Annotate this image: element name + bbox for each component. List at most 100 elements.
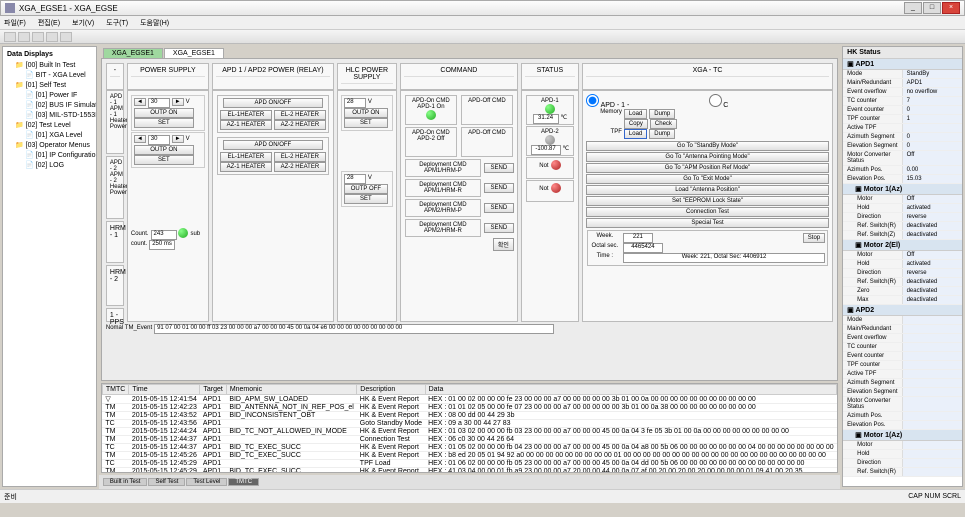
apd-onoff-button-2[interactable]: APD ON/OFF xyxy=(223,140,323,150)
prop-row[interactable]: Ref. Switch(Z)deactivated xyxy=(843,231,962,240)
prop-row[interactable]: Direction xyxy=(843,459,962,468)
btab-testlevel[interactable]: Test Level xyxy=(186,478,227,486)
stop-button[interactable]: Stop xyxy=(803,233,825,243)
tree-item[interactable]: BIT - XGA Level xyxy=(25,70,94,80)
dec-button[interactable]: ◄ xyxy=(134,98,146,106)
set-button[interactable]: SET xyxy=(134,118,194,128)
prop-row[interactable]: Active TPF xyxy=(843,124,962,133)
tpf-load-button[interactable]: Load xyxy=(624,129,647,139)
prop-row[interactable]: Elevation Pos. xyxy=(843,421,962,430)
tree-item[interactable]: [02] LOG xyxy=(25,160,94,170)
copy-button[interactable]: Copy xyxy=(624,119,648,129)
hlc-volt[interactable]: 28 xyxy=(344,98,366,108)
tab-egse-2[interactable]: XGA_EGSE1 xyxy=(164,48,224,58)
prop-row[interactable]: Elevation Segment0 xyxy=(843,142,962,151)
btab-bit[interactable]: Built in Test xyxy=(103,478,148,486)
apd1-radio[interactable] xyxy=(586,94,599,107)
log-table-panel[interactable]: TMTCTimeTargetMnemonicDescriptionData ▽2… xyxy=(101,383,838,473)
prop-row[interactable]: MotorOff xyxy=(843,251,962,260)
toolbar-button[interactable] xyxy=(18,32,30,42)
btab-tmtc[interactable]: TMTC xyxy=(228,478,259,486)
volt-input[interactable]: 30 xyxy=(148,98,170,108)
el1-button[interactable]: EL-1HEATER xyxy=(220,152,272,162)
az1-button[interactable]: AZ-1 HEATER xyxy=(220,162,272,172)
tpf-dump-button[interactable]: Dump xyxy=(649,129,675,139)
log-row[interactable]: TM2015-05-15 12:44:37APD1Connection Test… xyxy=(102,436,836,444)
prop-row[interactable]: Azimuth Segment xyxy=(843,379,962,388)
prop-row[interactable]: Motor Converter Status xyxy=(843,397,962,412)
dec-button[interactable]: ◄ xyxy=(134,135,146,143)
send-button[interactable]: SEND xyxy=(484,223,514,233)
data-displays-tree[interactable]: Data Displays [00] Built In TestBIT - XG… xyxy=(2,46,97,487)
prop-row[interactable]: Motor Converter StatusOff xyxy=(843,151,962,166)
hlc-outpoff-button[interactable]: OUTP OFF xyxy=(344,184,388,194)
log-col[interactable]: Description xyxy=(357,385,425,395)
az2-button[interactable]: AZ-2 HEATER xyxy=(274,162,326,172)
octal-input[interactable]: 4465424 xyxy=(623,243,663,253)
tree-item[interactable]: [01] Self Test xyxy=(15,80,94,90)
prop-row[interactable]: ModeStandBy xyxy=(843,70,962,79)
prop-row[interactable]: Zerodeactivated xyxy=(843,287,962,296)
inc-button[interactable]: ► xyxy=(172,135,184,143)
az1-button[interactable]: AZ-1 HEATER xyxy=(220,120,272,130)
el2-button[interactable]: EL-2 HEATER xyxy=(274,152,326,162)
maximize-button[interactable]: □ xyxy=(923,2,941,14)
tree-item[interactable]: [01] Power IF xyxy=(25,90,94,100)
mode-button[interactable]: Load "Antenna Position" xyxy=(586,185,829,195)
outp-on-button[interactable]: OUTP ON xyxy=(134,145,194,155)
tree-item[interactable]: [00] Built In Test xyxy=(15,60,94,70)
el2-button[interactable]: EL-2 HEATER xyxy=(274,110,326,120)
prop-row[interactable]: Main/Redundant xyxy=(843,325,962,334)
el1-button[interactable]: EL-1HEATER xyxy=(220,110,272,120)
hk-status-panel[interactable]: HK Status ▣ APD1ModeStandByMain/Redundan… xyxy=(842,46,963,487)
dump-button[interactable]: Dump xyxy=(649,109,675,119)
prop-row[interactable]: Azimuth Pos. xyxy=(843,412,962,421)
mode-button[interactable]: Go To "Antenna Pointing Mode" xyxy=(586,152,829,162)
prop-row[interactable]: TC counter xyxy=(843,343,962,352)
prop-row[interactable]: Azimuth Segment0 xyxy=(843,133,962,142)
prop-subgroup-header[interactable]: ▣ Motor 1(Az) xyxy=(843,430,962,441)
log-row[interactable]: TM2015-05-15 12:43:52APD1BID_INCONSISTEN… xyxy=(102,412,836,420)
log-row[interactable]: TC2015-05-15 12:44:37APD1BID_TC_EXEC_SUC… xyxy=(102,444,836,452)
check-button[interactable]: Check xyxy=(650,119,677,129)
set-button[interactable]: SET xyxy=(134,155,194,165)
prop-row[interactable]: Main/RedundantAPD1 xyxy=(843,79,962,88)
log-row[interactable]: TM2015-05-15 12:44:24APD1BID_TC_NOT_ALLO… xyxy=(102,428,836,436)
prop-row[interactable]: TC counter7 xyxy=(843,97,962,106)
prop-group-header[interactable]: ▣ APD1 xyxy=(843,59,962,70)
az2-button[interactable]: AZ-2 HEATER xyxy=(274,120,326,130)
log-col[interactable]: Target xyxy=(200,385,226,395)
apd-onoff-button[interactable]: APD ON/OFF xyxy=(223,98,323,108)
log-row[interactable]: TC2015-05-15 12:43:56APD1Goto Standby Mo… xyxy=(102,420,836,428)
prop-row[interactable]: Ref. Switch(R)deactivated xyxy=(843,222,962,231)
send-button[interactable]: SEND xyxy=(484,183,514,193)
log-col[interactable]: Mnemonic xyxy=(226,385,356,395)
mode-button[interactable]: Go To "StandBy Mode" xyxy=(586,141,829,151)
prop-row[interactable]: Directionreverse xyxy=(843,269,962,278)
send-button[interactable]: SEND xyxy=(484,163,514,173)
volt-input[interactable]: 30 xyxy=(148,135,170,145)
prop-row[interactable]: Event overflowno overflow xyxy=(843,88,962,97)
close-button[interactable]: × xyxy=(942,2,960,14)
toolbar-button[interactable] xyxy=(60,32,72,42)
apdoff-cmd-2[interactable]: APD-Off CMD xyxy=(464,130,510,136)
hlc-set-button[interactable]: SET xyxy=(344,118,388,128)
inc-button[interactable]: ► xyxy=(172,98,184,106)
menu-edit[interactable]: 편집(E) xyxy=(38,18,60,28)
prop-row[interactable]: Ref. Switch(R) xyxy=(843,468,962,477)
mode-button[interactable]: Special Test xyxy=(586,218,829,228)
mode-button[interactable]: Connection Test xyxy=(586,207,829,217)
prop-row[interactable]: Event overflow xyxy=(843,334,962,343)
prop-row[interactable]: Maxdeactivated xyxy=(843,296,962,305)
log-row[interactable]: TM2015-05-15 12:45:29APD1BID_TC_EXEC_SUC… xyxy=(102,468,836,474)
menu-file[interactable]: 파일(F) xyxy=(4,18,26,28)
mode-button[interactable]: Set "EEPROM Lock State" xyxy=(586,196,829,206)
log-col[interactable]: TMTC xyxy=(102,385,128,395)
log-col[interactable]: Data xyxy=(425,385,837,395)
apd2-radio[interactable] xyxy=(709,94,722,107)
minimize-button[interactable]: _ xyxy=(904,2,922,14)
prop-row[interactable]: TPF counter xyxy=(843,361,962,370)
prop-row[interactable]: Elevation Pos.15.03 xyxy=(843,175,962,184)
menu-tool[interactable]: 도구(T) xyxy=(106,18,128,28)
tree-item[interactable]: [03] Operator Menus xyxy=(15,140,94,150)
